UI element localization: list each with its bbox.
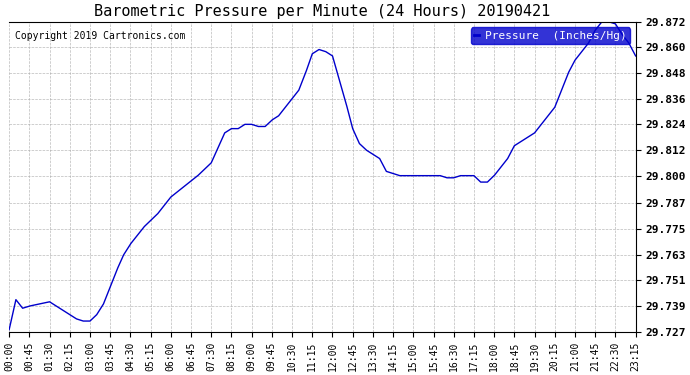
Text: Copyright 2019 Cartronics.com: Copyright 2019 Cartronics.com xyxy=(15,31,186,41)
Title: Barometric Pressure per Minute (24 Hours) 20190421: Barometric Pressure per Minute (24 Hours… xyxy=(95,4,551,19)
Legend: Pressure  (Inches/Hg): Pressure (Inches/Hg) xyxy=(471,27,630,44)
